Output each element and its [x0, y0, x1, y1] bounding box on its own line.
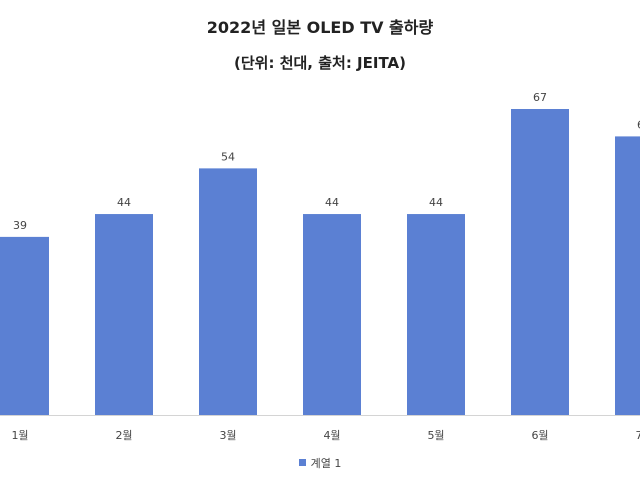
bar-7월 [615, 136, 640, 415]
data-label: 67 [533, 91, 547, 104]
x-tick-label: 7월 [635, 429, 640, 442]
data-label: 44 [117, 196, 131, 209]
legend: 계열 1 [0, 455, 640, 471]
x-tick-label: 5월 [427, 429, 444, 442]
x-tick-label: 2월 [115, 429, 132, 442]
data-label: 44 [429, 196, 443, 209]
bar-5월 [407, 214, 465, 415]
x-tick-label: 3월 [219, 429, 236, 442]
legend-label: 계열 1 [310, 457, 342, 470]
bar-3월 [199, 168, 257, 415]
legend-swatch [298, 459, 306, 466]
x-tick-label: 1월 [11, 429, 28, 442]
bar-4월 [303, 214, 361, 415]
data-label: 54 [221, 150, 235, 163]
data-label: 61 [637, 118, 640, 131]
bar-1월 [0, 236, 49, 415]
data-label: 44 [325, 196, 339, 209]
x-tick-label: 4월 [323, 429, 340, 442]
x-tick-label: 6월 [531, 429, 548, 442]
chart-subtitle: (단위: 천대, 출처: JEITA) [234, 54, 406, 72]
data-label: 39 [13, 219, 27, 232]
bar-6월 [511, 109, 569, 415]
chart-title: 2022년 일본 OLED TV 출하량 [206, 18, 434, 37]
bar-2월 [95, 214, 153, 415]
